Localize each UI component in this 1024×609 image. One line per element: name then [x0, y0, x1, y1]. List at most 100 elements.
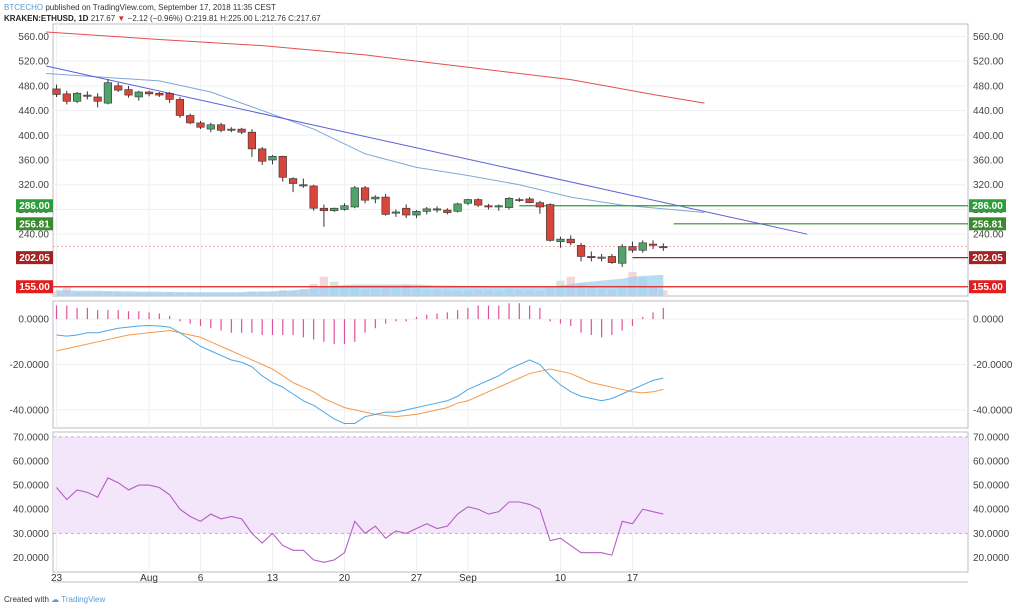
candle[interactable]	[196, 121, 205, 130]
tradingview-link[interactable]: TradingView	[61, 595, 106, 604]
candle[interactable]	[175, 96, 185, 118]
candle[interactable]	[247, 129, 257, 157]
author-name[interactable]: BTCECHO	[4, 3, 44, 12]
chart-header: BTCECHO published on TradingView.com, Se…	[4, 2, 321, 24]
rsi-y-tick-right: 60.0000	[973, 456, 1010, 467]
candle[interactable]	[258, 147, 267, 165]
x-tick-label: 10	[555, 573, 567, 584]
candle[interactable]	[576, 242, 586, 262]
candle[interactable]	[114, 82, 123, 92]
x-tick-label: Sep	[459, 573, 477, 584]
publish-info: published on TradingView.com, September …	[45, 3, 276, 12]
candle-body	[175, 99, 185, 116]
candle[interactable]	[422, 206, 431, 215]
price-y-tick-left: 440.00	[18, 106, 49, 117]
candle-body	[566, 238, 575, 244]
candle[interactable]	[597, 253, 606, 262]
volume-ma-area	[56, 274, 664, 296]
candle[interactable]	[134, 90, 143, 101]
rsi-y-tick-left: 50.0000	[13, 481, 50, 492]
candle[interactable]	[494, 204, 503, 211]
x-tick-label: Aug	[140, 573, 158, 584]
candle[interactable]	[237, 127, 246, 135]
candle[interactable]	[412, 210, 421, 219]
macd-y-tick-right: -40.0000	[973, 405, 1013, 416]
candle-body	[422, 208, 431, 212]
candle[interactable]	[474, 198, 483, 207]
candle-body	[83, 94, 92, 97]
candle[interactable]	[288, 177, 298, 193]
candle[interactable]	[371, 195, 380, 204]
candle-body	[525, 198, 534, 203]
candle[interactable]	[648, 240, 658, 250]
candle-body	[618, 246, 627, 264]
price-y-tick-left: 560.00	[18, 32, 49, 43]
candle[interactable]	[628, 241, 637, 253]
symbol-label: KRAKEN:ETHUSD, 1D	[4, 14, 89, 23]
level-label-left: 256.81	[19, 219, 50, 230]
candle[interactable]	[299, 178, 308, 188]
candle[interactable]	[52, 84, 61, 97]
candle[interactable]	[165, 92, 174, 104]
candle-body	[134, 91, 143, 98]
macd-y-tick-left: -40.0000	[10, 405, 50, 416]
candle[interactable]	[607, 253, 616, 264]
candle[interactable]	[453, 202, 462, 213]
candle[interactable]	[309, 184, 318, 211]
candle-body	[484, 205, 493, 208]
candle[interactable]	[155, 92, 164, 97]
candle[interactable]	[381, 194, 390, 216]
level-label-right: 155.00	[972, 282, 1003, 293]
candle[interactable]	[330, 207, 339, 212]
candle[interactable]	[350, 185, 359, 209]
candle[interactable]	[659, 243, 668, 251]
candle[interactable]	[62, 90, 71, 105]
candle-body	[648, 243, 658, 246]
candle[interactable]	[216, 122, 226, 133]
candle[interactable]	[546, 203, 555, 242]
candle-body	[474, 199, 483, 206]
level-label-left: 286.00	[19, 201, 50, 212]
candle[interactable]	[556, 236, 565, 248]
level-label-right: 286.00	[972, 201, 1003, 212]
candle[interactable]	[124, 85, 133, 98]
candle[interactable]	[638, 240, 647, 253]
macd-signal-line	[56, 329, 664, 418]
candle-body	[504, 198, 514, 208]
candle[interactable]	[268, 155, 277, 165]
price-y-tick-left: 240.00	[18, 230, 49, 241]
candle[interactable]	[402, 204, 411, 219]
candle[interactable]	[587, 251, 596, 262]
candle[interactable]	[432, 206, 442, 213]
candle[interactable]	[206, 122, 215, 133]
candle[interactable]	[391, 209, 401, 217]
rsi-y-tick-left: 60.0000	[13, 456, 50, 467]
candle[interactable]	[319, 204, 329, 227]
candle[interactable]	[360, 185, 370, 204]
candle[interactable]	[515, 197, 524, 203]
level-label-right: 202.05	[972, 253, 1003, 264]
candle[interactable]	[504, 197, 514, 210]
candle[interactable]	[72, 92, 82, 104]
candle[interactable]	[144, 90, 154, 97]
candle[interactable]	[525, 197, 534, 204]
candle[interactable]	[103, 79, 113, 105]
candle[interactable]	[186, 113, 195, 125]
candle[interactable]	[484, 203, 493, 210]
tradingview-logo-icon: ☁	[51, 595, 60, 604]
candle[interactable]	[463, 198, 473, 206]
candle[interactable]	[443, 208, 452, 215]
candle[interactable]	[535, 200, 544, 214]
candle[interactable]	[278, 155, 287, 182]
level-label-left: 202.05	[19, 253, 50, 264]
candle[interactable]	[93, 93, 102, 108]
candle[interactable]	[340, 203, 349, 211]
rsi-y-tick-left: 20.0000	[13, 553, 50, 564]
candle[interactable]	[566, 235, 575, 246]
candle-body	[196, 122, 205, 128]
candle[interactable]	[227, 127, 236, 133]
candle[interactable]	[618, 244, 627, 267]
candle-body	[463, 199, 473, 204]
candle[interactable]	[83, 91, 92, 100]
